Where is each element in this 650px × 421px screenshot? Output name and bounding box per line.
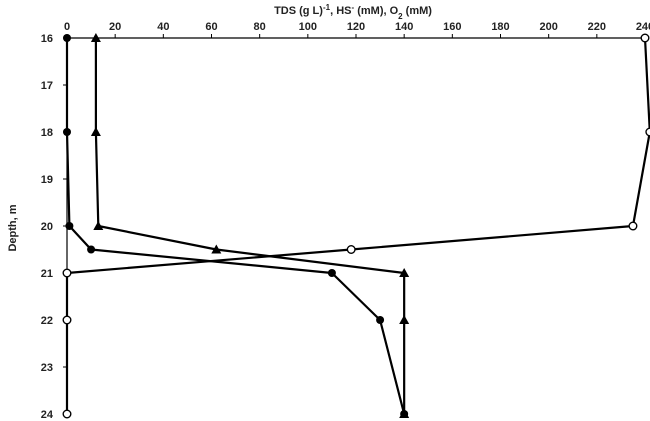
data-point-triangle bbox=[399, 315, 409, 324]
y-tick-label: 22 bbox=[41, 315, 53, 327]
data-point-filled-circle bbox=[376, 316, 384, 324]
x-tick-label: 100 bbox=[299, 21, 317, 33]
data-point-open-circle bbox=[63, 269, 71, 277]
data-point-filled-circle bbox=[65, 222, 73, 230]
axes-group: 0 20 40 60 80 100 120 140 160 180 200 220 240 16 17 18 1… bbox=[41, 21, 650, 421]
series-line-filled-triangle bbox=[96, 38, 404, 414]
series-line-open-circle bbox=[67, 38, 650, 414]
x-tick-label: 120 bbox=[347, 21, 365, 33]
data-point-open-circle bbox=[641, 34, 649, 42]
y-tick-label: 23 bbox=[41, 362, 53, 374]
data-point-triangle bbox=[93, 221, 103, 230]
y-axis-title: Depth, m bbox=[7, 204, 19, 251]
data-point-open-circle bbox=[63, 316, 71, 324]
x-tick-label: 160 bbox=[443, 21, 461, 33]
y-tick-label: 24 bbox=[41, 409, 54, 421]
data-point-filled-circle bbox=[328, 269, 336, 277]
x-tick-label: 60 bbox=[205, 21, 217, 33]
x-axis-title: TDS (g L)-1, HS- (mM), O2 (mM) bbox=[274, 3, 432, 21]
y-tick-label: 19 bbox=[41, 174, 53, 186]
data-point-open-circle bbox=[63, 410, 71, 418]
data-point-open-circle bbox=[629, 222, 637, 230]
y-tick-label: 21 bbox=[41, 268, 53, 280]
x-tick-label: 40 bbox=[157, 21, 169, 33]
y-tick-label: 16 bbox=[41, 33, 53, 45]
x-tick-label: 180 bbox=[491, 21, 509, 33]
y-tick-label: 17 bbox=[41, 80, 53, 92]
x-tick-label: 0 bbox=[64, 21, 70, 33]
data-point-filled-circle bbox=[63, 34, 71, 42]
x-tick-label: 140 bbox=[395, 21, 413, 33]
data-point-triangle bbox=[91, 127, 101, 136]
x-tick-label: 240 bbox=[636, 21, 650, 33]
data-point-open-circle bbox=[646, 128, 650, 136]
y-tick-label: 18 bbox=[41, 127, 53, 139]
x-tick-label: 80 bbox=[254, 21, 266, 33]
series-group bbox=[63, 33, 650, 418]
y-tick-label: 20 bbox=[41, 221, 53, 233]
x-tick-label: 220 bbox=[588, 21, 606, 33]
x-tick-label: 200 bbox=[539, 21, 557, 33]
series-line-filled-circle bbox=[67, 38, 404, 414]
data-point-filled-circle bbox=[63, 128, 71, 136]
x-tick-label: 20 bbox=[109, 21, 121, 33]
data-point-filled-circle bbox=[87, 246, 95, 254]
data-point-open-circle bbox=[347, 246, 355, 254]
